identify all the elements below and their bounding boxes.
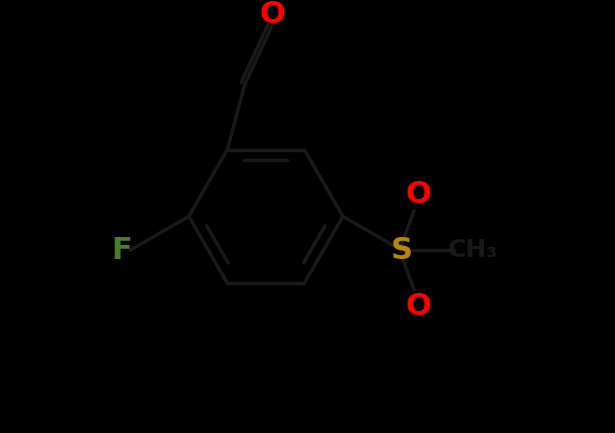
Text: O: O: [405, 292, 431, 321]
Text: O: O: [259, 0, 285, 29]
Text: F: F: [111, 236, 132, 265]
Text: O: O: [405, 180, 431, 209]
Text: S: S: [391, 236, 413, 265]
Text: CH₃: CH₃: [448, 238, 498, 262]
